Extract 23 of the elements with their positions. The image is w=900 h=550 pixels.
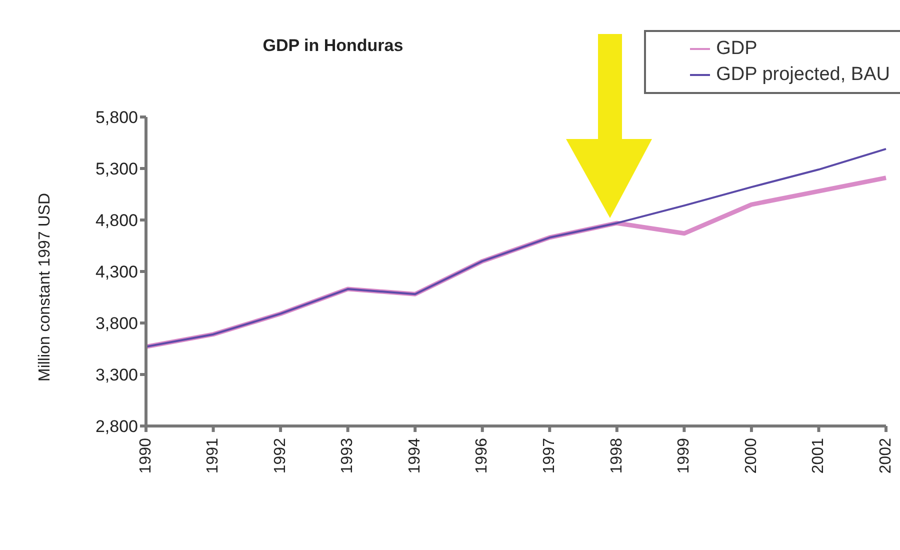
y-tick-label: 4,800 [95, 211, 138, 230]
y-tick-label: 5,800 [95, 108, 138, 128]
y-tick-label: 4,300 [95, 262, 138, 282]
x-tick-label: 2002 [877, 438, 894, 474]
y-tick-label: 5,300 [95, 160, 138, 179]
y-axis-title: Million constant 1997 USD [36, 192, 54, 382]
x-tick-label: 1996 [474, 438, 491, 474]
y-tick-label: 3,800 [95, 314, 138, 334]
chart-title: GDP in Honduras [262, 36, 404, 56]
legend-label: GDP projected, BAU [716, 64, 890, 86]
x-tick-label: 2000 [742, 438, 760, 474]
legend-label: GDP [716, 38, 758, 60]
x-tick-label: 1999 [676, 438, 693, 474]
x-tick-label: 1991 [204, 438, 222, 474]
x-tick-label: 1994 [406, 438, 424, 474]
x-tick-label: 1993 [339, 438, 356, 474]
y-tick-label: 3,300 [95, 366, 138, 385]
y-tick-label: 2,800 [95, 417, 138, 436]
x-tick-label: 1997 [540, 438, 558, 474]
x-tick-label: 1992 [272, 438, 289, 474]
x-tick-label: 1990 [137, 438, 154, 474]
x-tick-label: 1998 [608, 438, 626, 474]
x-tick-label: 2001 [810, 438, 828, 474]
